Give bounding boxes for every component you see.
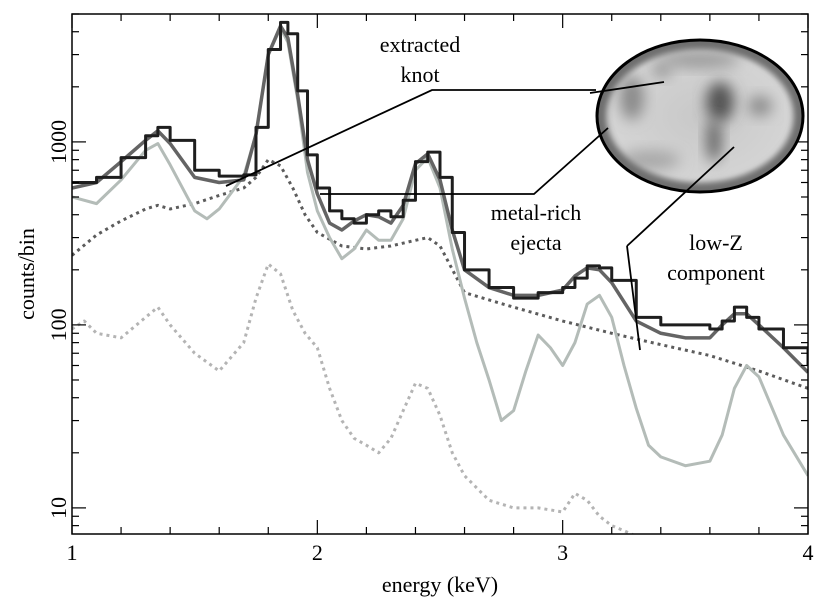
x-tick-label: 4	[803, 540, 814, 565]
tick-layer: 1 2 3 4 10 100 1000	[46, 13, 814, 565]
series-layer	[72, 20, 808, 534]
x-tick-label: 3	[557, 540, 568, 565]
annotation-low-z-text: low-Z component	[667, 230, 765, 285]
annotation-extracted-knot: extracted knot	[380, 32, 461, 87]
annotation-metal-rich: metal-rich ejecta	[491, 200, 581, 255]
annotation-extracted-knot-text: extracted knot	[380, 32, 461, 87]
y-axis-label: counts/bin	[14, 228, 39, 320]
pointer-extracted-knot	[225, 89, 596, 187]
x-axis-label: energy (keV)	[382, 572, 498, 597]
x-tick-label: 1	[67, 540, 78, 565]
series-low-z-component-scaled	[72, 262, 635, 534]
x-tick-label: 2	[312, 540, 323, 565]
series-low-z-component-model	[72, 158, 808, 390]
annotation-low-z: low-Z component	[667, 230, 765, 285]
annotation-metal-rich-text: metal-rich ejecta	[491, 200, 581, 255]
pointer-metal-rich-ejecta	[320, 127, 609, 195]
series-data-histogram	[72, 20, 808, 366]
knot-inset-image	[595, 38, 805, 194]
y-tick-label: 10	[46, 497, 71, 519]
plot-frame	[71, 13, 809, 535]
y-tick-label: 1000	[46, 120, 71, 164]
y-tick-label: 100	[46, 308, 71, 341]
pointer-low-z	[626, 245, 641, 351]
annotation-pointers	[225, 81, 735, 351]
series-metal-rich-ejecta-model	[72, 26, 808, 477]
series-total-model	[72, 24, 808, 374]
